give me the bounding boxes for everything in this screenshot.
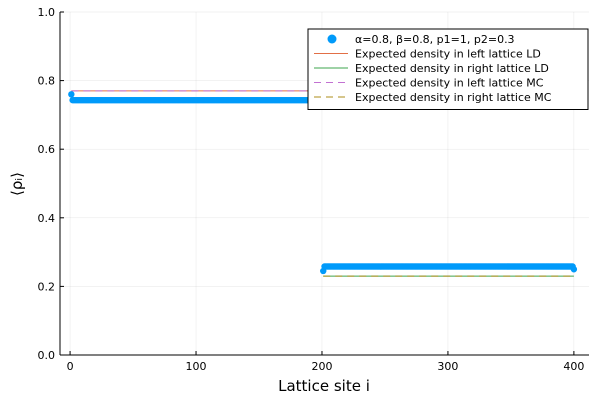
x-tick-label: 0 <box>67 360 74 373</box>
legend: α=0.8, β=0.8, p1=1, p2=0.3 Expected densi… <box>307 28 589 110</box>
y-tick-label: 1.0 <box>38 6 56 19</box>
y-ticks: 0.0 0.2 0.4 0.6 0.8 1.0 <box>38 6 64 362</box>
legend-marker <box>327 34 337 44</box>
y-tick-label: 0.6 <box>38 143 56 156</box>
y-tick-label: 0.4 <box>38 212 56 225</box>
legend-label: Expected density in right lattice LD <box>355 62 549 75</box>
y-axis-label: ⟨ρᵢ⟩ <box>8 172 26 196</box>
legend-box <box>307 28 589 110</box>
density-point <box>570 266 578 273</box>
legend-label: Expected density in left lattice MC <box>355 77 544 90</box>
x-tick-label: 100 <box>186 360 207 373</box>
x-ticks: 0 100 200 300 400 <box>67 351 584 373</box>
x-tick-label: 200 <box>311 360 332 373</box>
y-tick-label: 0.0 <box>38 349 56 362</box>
y-tick-label: 0.2 <box>38 280 56 293</box>
x-axis-label: Lattice site i <box>278 377 370 395</box>
x-tick-label: 300 <box>437 360 458 373</box>
legend-label: Expected density in left lattice LD <box>355 48 541 61</box>
y-tick-label: 0.8 <box>38 75 56 88</box>
expected-density-lines <box>71 90 574 277</box>
density-point <box>68 91 75 98</box>
x-tick-label: 400 <box>563 360 584 373</box>
axes <box>59 12 589 356</box>
legend-label: Expected density in right lattice MC <box>355 91 552 104</box>
legend-label: α=0.8, β=0.8, p1=1, p2=0.3 <box>355 33 515 46</box>
density-points <box>68 91 578 275</box>
